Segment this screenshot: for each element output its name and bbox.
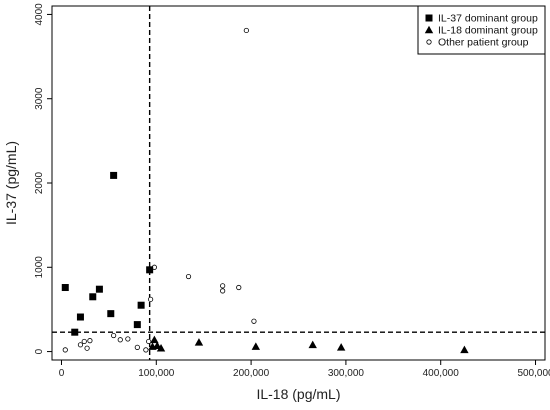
- other-patient-point: [125, 336, 131, 342]
- other-patient-point: [117, 337, 123, 343]
- y-tick-label: 4000: [34, 3, 45, 26]
- x-tick-label: 0: [59, 368, 65, 379]
- other-patient-point: [220, 283, 226, 289]
- x-tick-label: 200,000: [233, 368, 270, 379]
- il37-dominant-point: [110, 171, 118, 179]
- x-axis: 0 100,000 200,000 300,000 400,000 500,000: [59, 360, 550, 379]
- x-tick-label: 300,000: [328, 368, 365, 379]
- il18-dominant-point: [150, 335, 159, 344]
- other-patient-point: [81, 338, 87, 345]
- il37-dominant-point: [71, 328, 79, 336]
- reference-lines: [52, 6, 545, 360]
- plot-frame: [51, 5, 546, 361]
- il37-dominant-point: [76, 313, 84, 321]
- y-tick-label: 3000: [34, 87, 45, 110]
- il18-dominant-point: [460, 345, 469, 354]
- y-tick-label: 0: [34, 348, 45, 354]
- y-tick-label: 1000: [34, 256, 45, 279]
- il18-dominant-point: [251, 342, 261, 350]
- other-patient-point: [84, 345, 90, 351]
- other-patient-point: [77, 342, 84, 348]
- legend-marker-3: [426, 39, 432, 45]
- il37-dominant-point: [133, 321, 141, 329]
- il37-dominant-point: [107, 310, 115, 318]
- il18-dominant-point: [308, 340, 317, 349]
- x-axis-title: IL-18 (pg/mL): [256, 386, 340, 402]
- legend-label-1: IL-37 dominant group: [438, 13, 538, 25]
- other-patient-point: [62, 347, 68, 353]
- il18-dominant-point: [156, 344, 166, 352]
- legend-label-3: Other patient group: [438, 37, 529, 49]
- il18-dominant-point: [194, 338, 204, 346]
- x-tick-label: 400,000: [423, 368, 460, 379]
- legend-box: [417, 5, 546, 55]
- other-patient-point: [143, 347, 149, 353]
- data-points: [61, 27, 469, 354]
- other-patient-point: [236, 284, 242, 291]
- other-patient-point: [87, 338, 93, 344]
- y-tick-label: 2000: [34, 171, 45, 194]
- x-tick-label: 100,000: [138, 368, 175, 379]
- y-axis: 0 1000 2000 3000 4000: [34, 3, 52, 354]
- il37-dominant-point: [61, 284, 69, 292]
- legend-label-2: IL-18 dominant group: [438, 25, 538, 37]
- other-patient-point: [148, 296, 154, 302]
- other-patient-point: [134, 344, 140, 350]
- il37-dominant-point: [89, 293, 97, 301]
- y-axis-title: IL-37 (pg/mL): [3, 141, 19, 225]
- other-patient-point: [185, 273, 192, 280]
- other-patient-point: [146, 338, 152, 345]
- il37-dominant-point: [146, 266, 154, 274]
- il37-dominant-point: [137, 301, 145, 309]
- other-patient-point: [251, 318, 257, 324]
- il37-dominant-point: [95, 285, 103, 293]
- other-patient-point: [243, 27, 249, 34]
- legend-marker-2: [424, 25, 434, 34]
- x-tick-label: 500,000: [517, 368, 550, 379]
- other-patient-point: [220, 288, 226, 294]
- il18-dominant-point: [336, 343, 346, 351]
- legend-marker-1: [425, 14, 433, 22]
- other-patient-point: [111, 332, 117, 339]
